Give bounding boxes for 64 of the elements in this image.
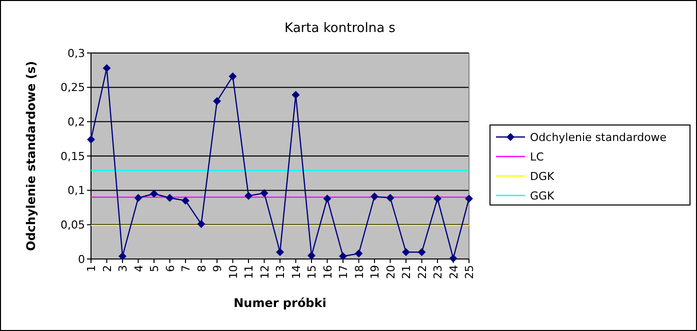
x-tick-label: 22 bbox=[416, 265, 429, 279]
point bbox=[308, 252, 316, 260]
point bbox=[102, 64, 111, 72]
y-tick-label: 0,2 bbox=[68, 116, 85, 129]
x-tick-label: 3 bbox=[116, 265, 130, 272]
x-tick-label: 18 bbox=[352, 265, 366, 279]
x-tick-label: 9 bbox=[211, 265, 224, 272]
legend-label: LC bbox=[530, 150, 544, 164]
point bbox=[87, 136, 95, 144]
point bbox=[134, 194, 142, 202]
point bbox=[370, 192, 378, 201]
x-tick-label: 8 bbox=[195, 265, 208, 272]
x-tick-label: 21 bbox=[400, 265, 413, 279]
x-axis-title: Numer próbki bbox=[234, 296, 326, 310]
x-tick-label: 12 bbox=[258, 265, 272, 279]
point bbox=[292, 90, 300, 99]
point bbox=[418, 248, 426, 256]
point bbox=[260, 189, 268, 198]
x-tick-label: 19 bbox=[368, 265, 382, 279]
legend-label: GGK bbox=[530, 189, 556, 202]
point bbox=[402, 248, 410, 256]
point bbox=[228, 72, 237, 80]
x-tick-label: 7 bbox=[180, 265, 192, 272]
x-tick-label: 4 bbox=[132, 265, 146, 272]
x-tick-label: 23 bbox=[432, 265, 444, 279]
point bbox=[323, 194, 332, 203]
x-tick-label: 6 bbox=[164, 265, 177, 272]
legend-label: DGK bbox=[530, 170, 555, 183]
point bbox=[449, 254, 458, 262]
y-axis-title: Odchylenie standardowe (s) bbox=[24, 61, 38, 251]
y-tick-label: 0,05 bbox=[60, 218, 85, 232]
point bbox=[166, 194, 174, 202]
point bbox=[244, 192, 252, 200]
point bbox=[276, 248, 284, 256]
x-tick-label: 13 bbox=[274, 265, 287, 279]
x-tick-label: 5 bbox=[148, 265, 161, 272]
chart-title: Karta kontrolna s bbox=[284, 21, 396, 36]
point bbox=[386, 194, 394, 202]
x-tick-label: 10 bbox=[226, 265, 240, 279]
point bbox=[434, 194, 442, 203]
x-tick-label: 25 bbox=[463, 265, 476, 279]
x-tick-label: 14 bbox=[290, 265, 303, 279]
y-tick-label: 0,3 bbox=[68, 46, 85, 60]
point bbox=[182, 196, 190, 205]
legend-label: Odchylenie standardowe bbox=[530, 130, 667, 144]
x-tick-label: 24 bbox=[447, 265, 460, 279]
x-tick-label: 2 bbox=[100, 265, 114, 272]
point bbox=[150, 190, 158, 198]
point bbox=[213, 97, 221, 106]
point bbox=[354, 250, 363, 258]
y-tick-label: 0,1 bbox=[68, 184, 85, 198]
y-tick-label: 0,15 bbox=[60, 150, 85, 163]
point bbox=[118, 252, 126, 260]
y-tick-label: 0 bbox=[78, 252, 85, 266]
point bbox=[197, 220, 206, 228]
y-tick-label: 0,25 bbox=[60, 81, 85, 94]
x-tick-label: 20 bbox=[384, 265, 398, 279]
x-tick-label: 15 bbox=[306, 265, 318, 279]
x-tick-label: 1 bbox=[85, 265, 98, 272]
x-tick-label: 17 bbox=[337, 265, 350, 279]
x-tick-label: 16 bbox=[321, 265, 334, 279]
point bbox=[339, 252, 347, 260]
point bbox=[465, 194, 473, 203]
x-tick-label: 11 bbox=[242, 265, 256, 279]
